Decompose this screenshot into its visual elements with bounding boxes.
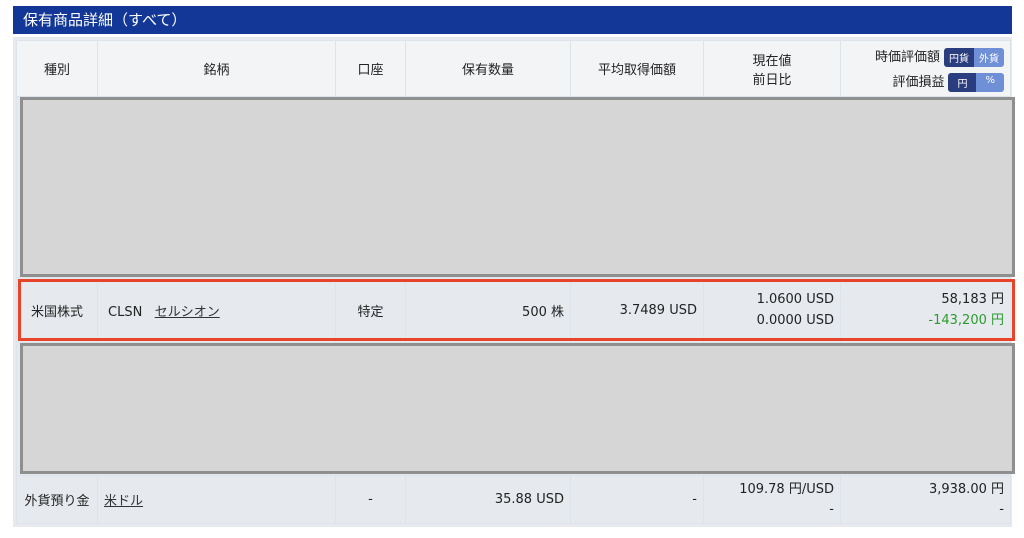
value-currency-toggle[interactable]: 円貨 外貨 <box>944 47 1004 67</box>
toggle-foreign[interactable]: 外貨 <box>974 47 1004 67</box>
row-qty: 35.88 USD <box>405 475 571 524</box>
header-value-pl: 時価評価額 円貨 外貨 評価損益円% <box>840 40 1011 97</box>
header-value-label: 時価評価額 <box>874 49 940 65</box>
row-avg: - <box>570 475 704 524</box>
row-account: - <box>335 475 406 524</box>
row-ticker: CLSN <box>108 304 143 320</box>
row-pl: - <box>999 501 1004 517</box>
section-title: 保有商品詳細（すべて） <box>13 6 1012 34</box>
row-price: 1.0600 USD 0.0000 USD <box>703 277 841 343</box>
pl-unit-toggle[interactable]: 円% <box>948 72 1004 92</box>
row-account: 特定 <box>335 277 406 343</box>
row-price: 109.78 円/USD - <box>703 475 841 524</box>
header-pl-label: 評価損益 <box>892 74 945 90</box>
currency-link[interactable]: 米ドル <box>104 494 144 509</box>
header-qty: 保有数量 <box>405 40 571 97</box>
row-avg: 3.7489 USD <box>570 277 704 343</box>
header-avg: 平均取得価額 <box>570 40 704 97</box>
header-price: 現在値 前日比 <box>703 40 841 97</box>
security-link[interactable]: セルシオン <box>154 304 220 320</box>
header-name: 銘柄 <box>97 40 336 97</box>
header-row: 種別 銘柄 口座 保有数量 平均取得価額 現在値前日比 時価評価額 円貨 外貨 評価… <box>16 40 1011 97</box>
row-name: CLSN セルシオン <box>97 277 336 343</box>
row-value: 58,183 円 -143,200 円 <box>840 277 1011 343</box>
row-market-value: 58,183 円 <box>941 292 1004 307</box>
row-pl: -143,200 円 <box>928 313 1004 328</box>
header-type: 種別 <box>16 40 98 97</box>
row-current-price: 1.0600 USD <box>756 292 834 307</box>
row-market-value: 3,938.00 円 <box>928 481 1004 497</box>
table-row: 外貨預り金 米ドル - 35.88 USD - 109.78 円/USD - 3,… <box>16 475 1011 524</box>
row-type: 米国株式 <box>16 277 98 343</box>
row-value: 3,938.00 円 - <box>840 475 1011 524</box>
toggle-jpy[interactable]: 円貨 <box>944 47 974 67</box>
row-change: - <box>829 501 834 517</box>
toggle-yen[interactable]: 円 <box>948 72 977 92</box>
row-change: 0.0000 USD <box>756 313 834 328</box>
header-change-label: 前日比 <box>752 72 792 88</box>
row-qty: 500 株 <box>405 277 571 343</box>
row-name: 米ドル <box>97 475 336 524</box>
toggle-percent[interactable]: % <box>976 72 1004 92</box>
row-rate: 109.78 円/USD <box>739 481 834 497</box>
table-row: 米国株式 CLSN セルシオン 特定 500 株 3.7489 USD 1.06… <box>16 277 1011 343</box>
redaction-block <box>20 343 1015 474</box>
header-price-label: 現在値 <box>752 53 792 69</box>
redaction-block <box>20 97 1015 277</box>
header-account: 口座 <box>335 40 406 97</box>
row-type: 外貨預り金 <box>16 475 98 524</box>
